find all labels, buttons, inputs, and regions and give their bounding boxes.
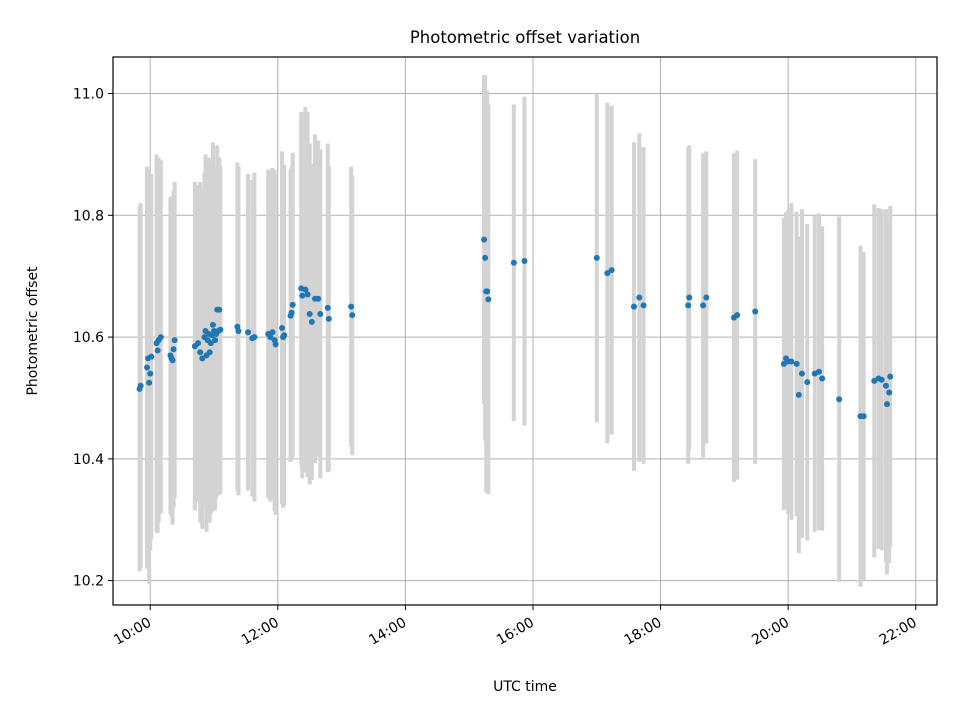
data-point <box>608 267 615 274</box>
data-point <box>308 318 315 325</box>
x-axis-label: UTC time <box>493 679 557 695</box>
data-point <box>157 334 164 341</box>
data-point <box>349 312 356 319</box>
data-point <box>269 329 276 336</box>
data-point <box>860 413 867 420</box>
data-point <box>640 302 647 309</box>
y-axis-ticks: 10.2 10.4 10.6 10.8 11.0 <box>73 87 113 590</box>
chart-title: Photometric offset variation <box>410 28 640 47</box>
data-point <box>272 341 279 348</box>
data-point <box>630 303 637 310</box>
data-point <box>317 310 324 317</box>
data-point <box>169 357 176 364</box>
data-point <box>146 379 153 386</box>
y-tick-label: 10.4 <box>73 452 104 468</box>
data-point <box>315 295 322 302</box>
data-points <box>136 236 894 420</box>
y-tick-label: 10.6 <box>73 330 104 346</box>
data-point <box>882 382 889 389</box>
data-point <box>289 301 296 308</box>
data-point <box>884 401 891 408</box>
data-point <box>510 259 517 266</box>
data-point <box>788 358 795 365</box>
data-point <box>288 309 295 316</box>
y-tick-label: 10.8 <box>73 208 104 224</box>
data-point <box>144 364 151 371</box>
data-point <box>206 349 213 356</box>
data-point <box>798 370 805 377</box>
data-point <box>306 310 313 317</box>
y-tick-label: 11.0 <box>73 87 104 103</box>
y-tick-label: 10.2 <box>73 574 104 590</box>
data-point <box>734 312 741 319</box>
data-point <box>216 306 223 313</box>
data-point <box>795 391 802 398</box>
data-point <box>481 236 488 243</box>
data-point <box>804 379 811 386</box>
data-point <box>267 334 274 341</box>
data-point <box>245 329 252 336</box>
data-point <box>304 291 311 298</box>
data-point <box>703 294 710 301</box>
data-point <box>604 270 611 277</box>
data-point <box>207 340 214 347</box>
data-point <box>212 337 219 344</box>
data-point <box>154 347 161 354</box>
data-point <box>251 334 258 341</box>
data-point <box>700 302 707 309</box>
data-point <box>484 288 491 295</box>
data-point <box>887 373 894 380</box>
data-point <box>137 382 144 389</box>
data-point <box>281 332 288 339</box>
data-point <box>636 294 643 301</box>
data-point <box>485 296 492 303</box>
data-point <box>147 370 154 377</box>
data-point <box>348 303 355 310</box>
data-point <box>235 328 242 334</box>
data-point <box>685 302 692 309</box>
data-point <box>217 326 224 333</box>
data-point <box>521 257 528 264</box>
data-point <box>302 286 309 293</box>
data-point <box>170 346 177 353</box>
data-point <box>195 340 202 347</box>
data-point <box>171 337 178 344</box>
data-point <box>197 349 204 356</box>
data-point <box>819 375 826 382</box>
data-point <box>299 292 306 299</box>
plot-frame <box>112 56 938 606</box>
data-point <box>209 321 216 328</box>
data-point <box>686 294 693 301</box>
data-point <box>279 324 286 331</box>
data-point <box>593 254 600 261</box>
data-point <box>325 315 332 322</box>
data-point <box>836 396 843 403</box>
data-point <box>752 308 759 315</box>
y-axis-label: Photometric offset <box>25 266 41 396</box>
data-point <box>886 389 893 396</box>
data-point <box>148 353 155 360</box>
data-point <box>199 355 206 362</box>
data-point <box>482 254 489 261</box>
data-point <box>815 368 822 375</box>
data-point <box>324 304 331 311</box>
data-point <box>878 376 885 383</box>
data-point <box>793 360 800 367</box>
